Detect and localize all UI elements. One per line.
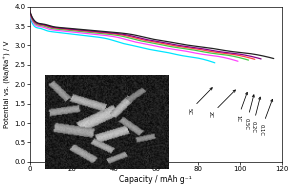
Text: 0.5C: 0.5C	[244, 95, 254, 130]
X-axis label: Capacity / mAh g⁻¹: Capacity / mAh g⁻¹	[120, 175, 192, 184]
Text: 5C: 5C	[187, 88, 212, 114]
Text: 2C: 2C	[208, 90, 235, 118]
Y-axis label: Potential vs. (Na/Na⁺) / V: Potential vs. (Na/Na⁺) / V	[4, 41, 11, 128]
Text: 0.2C: 0.2C	[250, 97, 261, 133]
Text: 1C: 1C	[236, 92, 248, 122]
Text: 0.1C: 0.1C	[259, 99, 273, 136]
